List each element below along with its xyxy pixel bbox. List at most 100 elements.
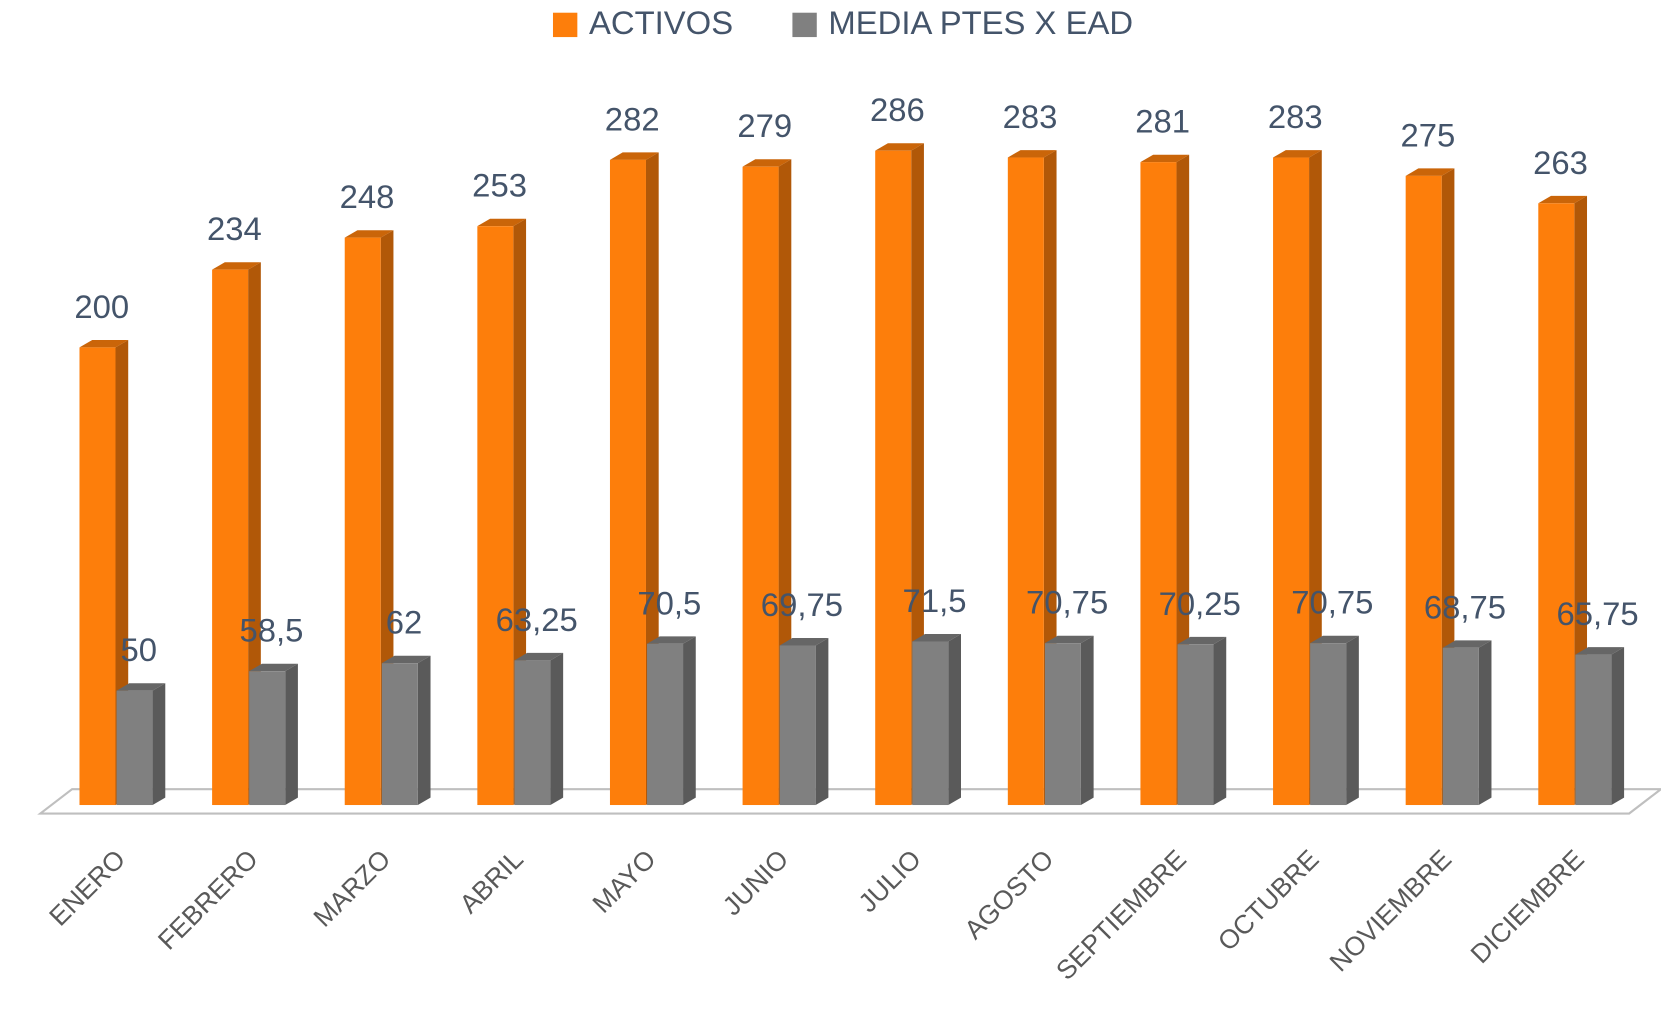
data-label: 286 <box>870 91 925 128</box>
bar <box>1273 157 1310 806</box>
x-tick-label: FEBRERO <box>152 844 264 956</box>
bar <box>116 690 153 806</box>
data-label: 248 <box>340 178 395 215</box>
bar-top <box>1538 195 1588 204</box>
data-label: 263 <box>1533 144 1588 181</box>
bar <box>477 226 514 806</box>
bar <box>1140 162 1177 806</box>
bar-side <box>1478 640 1492 806</box>
data-label: 70,5 <box>637 584 701 621</box>
bar-side <box>815 638 829 806</box>
data-label: 234 <box>207 210 262 247</box>
bar-side <box>948 634 961 806</box>
data-label: 279 <box>737 107 792 144</box>
x-tick-label: SEPTIEMBRE <box>1050 844 1192 986</box>
bar <box>1538 203 1575 806</box>
bar-top <box>647 636 696 644</box>
legend-swatch <box>552 12 578 38</box>
bar-side <box>1611 647 1625 806</box>
bar <box>875 150 912 806</box>
bar <box>1442 647 1479 806</box>
data-label: 281 <box>1135 103 1190 140</box>
data-label: 70,75 <box>1291 584 1373 621</box>
legend-label: ACTIVOS <box>589 4 733 41</box>
legend-label: MEDIA PTES X EAD <box>828 4 1133 41</box>
bar-top <box>344 230 394 238</box>
bar-top <box>1310 635 1359 644</box>
bar-top <box>477 218 527 227</box>
data-label: 62 <box>386 604 423 641</box>
x-tick-label: NOVIEMBRE <box>1324 844 1458 978</box>
bar-top <box>1442 640 1492 648</box>
bar <box>1575 654 1612 806</box>
bar-top <box>212 262 261 270</box>
bar-top <box>875 143 924 151</box>
x-tick-label: ABRIL <box>454 844 529 919</box>
data-label: 70,25 <box>1159 585 1241 622</box>
data-label: 58,5 <box>239 612 303 649</box>
bar <box>742 166 779 806</box>
bar <box>514 660 551 806</box>
bar-top <box>514 652 564 661</box>
x-tick-label: AGOSTO <box>958 844 1059 945</box>
data-label: 200 <box>74 288 129 325</box>
bar-top <box>381 655 431 664</box>
bar <box>1007 157 1044 806</box>
bar <box>779 645 816 806</box>
bar-top <box>1044 635 1094 644</box>
bar <box>1310 643 1347 806</box>
x-tick-label: ENERO <box>43 844 131 932</box>
x-tick-label: MARZO <box>307 844 396 933</box>
bar-side <box>152 683 166 806</box>
bar <box>79 347 116 806</box>
bar-top <box>1140 154 1190 163</box>
bar-top <box>1007 150 1057 158</box>
data-label: 70,75 <box>1026 584 1108 621</box>
bar-side <box>1213 636 1227 806</box>
bar-top <box>249 663 298 672</box>
bar <box>1405 175 1442 806</box>
bar-top <box>912 634 961 642</box>
x-tick-label: JUNIO <box>717 844 794 921</box>
data-label: 68,75 <box>1424 588 1506 625</box>
data-label: 253 <box>472 167 527 204</box>
x-tick-label: MAYO <box>587 844 662 919</box>
data-label: 69,75 <box>761 586 843 623</box>
x-tick-label: OCTUBRE <box>1212 844 1325 957</box>
bar-side <box>417 655 431 806</box>
bar-side <box>285 663 298 806</box>
bar-top <box>742 159 792 167</box>
bar <box>609 159 646 806</box>
data-label: 275 <box>1401 116 1456 153</box>
data-label: 50 <box>121 631 158 668</box>
data-label: 63,25 <box>496 601 578 638</box>
bar-top <box>1177 636 1227 645</box>
data-label: 71,5 <box>903 582 967 619</box>
x-tick-label: DICIEMBRE <box>1465 844 1590 969</box>
bar <box>912 641 949 806</box>
bar <box>1177 644 1214 806</box>
bar-top <box>79 340 129 348</box>
bar <box>647 643 684 806</box>
bar <box>381 663 418 806</box>
bar-top <box>1405 168 1455 176</box>
bar <box>212 269 249 806</box>
bar-side <box>550 652 564 806</box>
data-label: 65,75 <box>1557 595 1639 632</box>
bar-top <box>609 152 659 160</box>
bar-side <box>1080 635 1094 806</box>
bar <box>344 237 381 806</box>
data-label: 283 <box>1003 98 1058 135</box>
bar-top <box>1575 647 1625 655</box>
bar-top <box>1273 150 1322 158</box>
bar <box>1044 643 1081 806</box>
bar-top <box>779 638 829 646</box>
bar-top <box>116 683 166 691</box>
legend-swatch <box>792 12 817 38</box>
data-label: 282 <box>605 100 660 137</box>
x-tick-label: JULIO <box>853 844 927 918</box>
bar-side <box>1346 635 1359 806</box>
data-label: 283 <box>1268 98 1323 135</box>
bar <box>249 671 286 806</box>
